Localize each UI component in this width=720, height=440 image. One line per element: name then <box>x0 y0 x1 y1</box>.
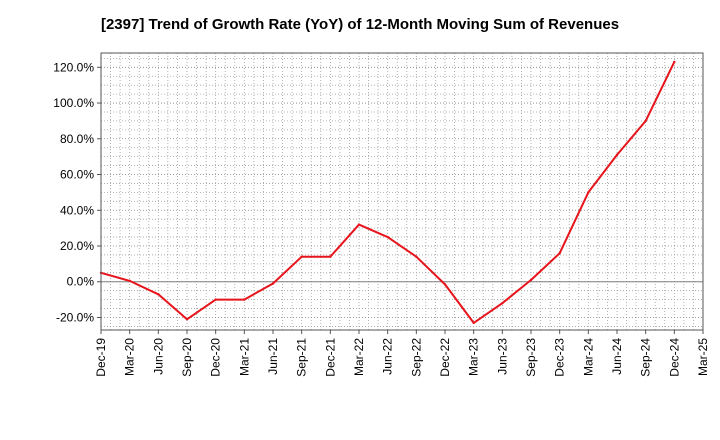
data-point <box>615 153 619 157</box>
x-tick-label: Dec-23 <box>553 338 567 377</box>
x-tick-label: Dec-22 <box>438 338 452 377</box>
x-tick-label: Sep-24 <box>639 338 653 377</box>
data-point <box>329 255 332 258</box>
data-point <box>472 321 475 325</box>
x-tick-label: Jun-20 <box>151 338 165 375</box>
x-tick-label: Dec-20 <box>209 338 223 377</box>
data-point <box>243 298 246 301</box>
data-point <box>644 119 647 123</box>
x-tick-label: Sep-21 <box>295 338 309 377</box>
x-tick-label: Dec-19 <box>94 338 108 377</box>
x-tick-label: Mar-21 <box>237 338 251 376</box>
grid-lines <box>101 53 703 330</box>
data-point <box>673 60 676 64</box>
x-axis-tick-labels: Dec-19 Mar-20 Jun-20 Sep-20 Dec-20 Mar-21 Jun-… <box>94 330 710 377</box>
y-tick-label: 40.0% <box>60 203 94 217</box>
data-point <box>185 318 189 321</box>
data-point <box>386 235 389 239</box>
y-tick-label: 0.0% <box>67 275 95 289</box>
data-point <box>300 255 303 258</box>
data-point <box>415 255 418 258</box>
data-point <box>157 293 160 296</box>
data-point <box>529 278 533 282</box>
data-point <box>558 251 561 255</box>
x-tick-label: Jun-21 <box>266 338 280 375</box>
data-point <box>214 298 217 301</box>
y-tick-label: 60.0% <box>60 168 94 182</box>
plot-area <box>101 53 703 330</box>
y-tick-label: 120.0% <box>53 60 94 74</box>
data-point <box>443 283 447 286</box>
y-axis-tick-labels: -20.0% 0.0% 20.0% 40.0% 60.0% 80.0% 100.0% 120.… <box>53 60 101 324</box>
x-tick-label: Sep-22 <box>409 338 423 377</box>
series-layer <box>99 60 676 325</box>
y-tick-label: -20.0% <box>56 310 94 324</box>
data-point <box>587 191 590 194</box>
chart-title: [2397] Trend of Growth Rate (YoY) of 12-… <box>100 16 620 33</box>
x-tick-label: Jun-23 <box>495 338 509 375</box>
data-point <box>271 282 275 285</box>
x-tick-label: Sep-23 <box>524 338 538 377</box>
x-tick-label: Mar-24 <box>581 338 595 376</box>
x-tick-label: Dec-21 <box>323 338 337 377</box>
x-tick-label: Mar-22 <box>352 338 366 376</box>
y-tick-label: 100.0% <box>53 96 94 110</box>
data-point <box>357 223 361 226</box>
x-tick-label: Sep-20 <box>180 338 194 377</box>
plot-border <box>100 52 704 331</box>
x-tick-label: Mar-25 <box>696 338 710 376</box>
x-tick-label: Dec-24 <box>667 338 681 377</box>
x-tick-label: Mar-20 <box>123 338 137 376</box>
x-tick-label: Jun-24 <box>610 338 624 375</box>
x-tick-label: Mar-23 <box>467 338 481 376</box>
y-tick-label: 80.0% <box>60 132 94 146</box>
x-tick-label: Jun-22 <box>381 338 395 375</box>
y-tick-label: 20.0% <box>60 239 94 253</box>
data-point <box>501 301 504 305</box>
data-point <box>128 279 131 283</box>
